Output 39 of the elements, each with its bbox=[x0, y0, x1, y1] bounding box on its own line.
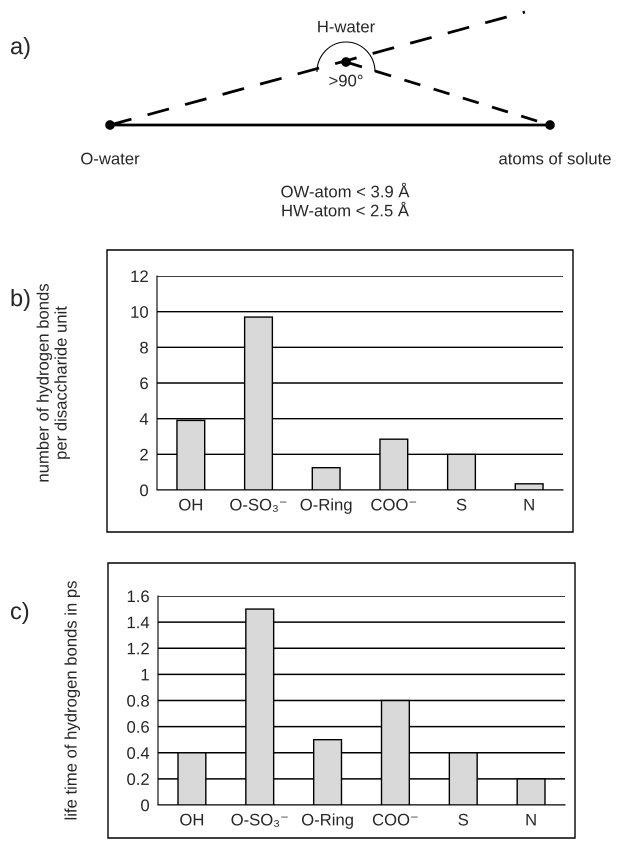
text: a) bbox=[11, 36, 30, 59]
x-tick-label: O-SO₃⁻ bbox=[231, 814, 288, 827]
x-tick-label: OH bbox=[179, 498, 202, 511]
y-tick-label: 1 bbox=[142, 668, 149, 680]
y-tick-label: 10 bbox=[131, 306, 148, 318]
text: b) bbox=[12, 288, 30, 311]
y-axis-title: life time of hydrogen bonds in ps bbox=[64, 581, 80, 820]
x-tick-label: N bbox=[524, 498, 534, 510]
text: OW-atom < 3.9 Å bbox=[281, 182, 410, 198]
x-tick-label: COO⁻ bbox=[371, 498, 416, 511]
y-tick-label: 2 bbox=[140, 448, 148, 460]
text: O-water bbox=[81, 152, 140, 164]
x-tick-label: S bbox=[456, 498, 466, 511]
x-tick-label: N bbox=[526, 814, 536, 826]
y-tick-label: 0.4 bbox=[127, 747, 150, 759]
x-tick-label: S bbox=[458, 814, 468, 826]
y-tick-label: 1.2 bbox=[128, 642, 149, 654]
y-tick-label: 4 bbox=[140, 413, 148, 425]
text: atoms of solute bbox=[499, 152, 611, 164]
y-tick-label: 0.8 bbox=[127, 694, 149, 707]
text: c) bbox=[11, 602, 28, 624]
x-tick-label: COO⁻ bbox=[372, 814, 418, 826]
y-tick-label: 8 bbox=[140, 342, 148, 354]
x-tick-label: O-SO₃⁻ bbox=[230, 498, 286, 512]
y-tick-label: 1.4 bbox=[128, 616, 150, 628]
x-tick-label: OH bbox=[180, 814, 204, 826]
y-tick-label: 0.2 bbox=[127, 773, 149, 786]
y-tick-label: 6 bbox=[140, 377, 148, 390]
y-axis-title: number of hydrogen bonds per disaccharide unit bbox=[36, 284, 70, 482]
y-tick-label: 0 bbox=[140, 484, 148, 496]
y-tick-label: 1.6 bbox=[128, 590, 149, 602]
x-tick-label: O-Ring bbox=[300, 498, 352, 514]
y-tick-label: 0.6 bbox=[127, 721, 149, 733]
y-tick-label: 0 bbox=[141, 799, 150, 812]
x-tick-label: O-Ring bbox=[302, 813, 353, 829]
text: H-water bbox=[318, 20, 375, 32]
text: HW-atom < 2.5 Å bbox=[282, 202, 409, 216]
y-tick-label: 12 bbox=[131, 270, 148, 282]
text: >90° bbox=[329, 74, 362, 86]
